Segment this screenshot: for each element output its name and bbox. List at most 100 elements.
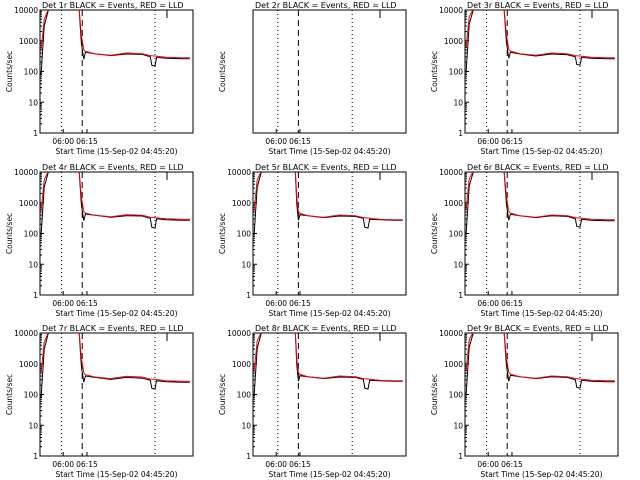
y-tick-label: 1: [458, 129, 463, 138]
y-tick-label: 100: [24, 68, 39, 77]
corner-bracket-glyph: [591, 171, 598, 180]
y-tick-label: 10000: [14, 6, 38, 15]
y-tick-label: 100: [449, 230, 464, 239]
y-tick-label: 10000: [227, 329, 251, 338]
x-tick-label: 06:15: [501, 137, 523, 146]
x-axis-label: Start Time (15-Sep-02 04:45:20): [56, 470, 178, 479]
traces: [40, 333, 190, 398]
axes-frame: [252, 171, 407, 296]
lld-trace: [465, 172, 615, 221]
lld-trace: [253, 333, 403, 382]
y-tick-label: 1000: [232, 360, 251, 369]
y-tick-label: 100: [24, 391, 39, 400]
panel-title: Det 7r BLACK = Events, RED = LLD: [42, 324, 184, 333]
y-tick-label: 1: [246, 452, 251, 461]
axes-frame: [464, 171, 619, 296]
axes-frame: [464, 332, 619, 457]
x-tick-label: 06:00: [52, 299, 74, 308]
traces: [253, 333, 403, 396]
axes-frame: [39, 171, 194, 296]
y-axis-label: Counts/sec: [218, 213, 227, 254]
y-tick-label: 1000: [444, 360, 463, 369]
y-axis-label: Counts/sec: [430, 213, 439, 254]
corner-bracket-glyph: [591, 332, 598, 341]
traces: [465, 10, 615, 72]
corner-bracket-glyph: [166, 332, 173, 341]
lld-trace: [40, 172, 190, 220]
panel-title: Det 1r BLACK = Events, RED = LLD: [42, 1, 184, 10]
y-axis-label: Counts/sec: [5, 374, 14, 415]
events-trace: [253, 172, 403, 235]
axes-frame: [252, 9, 407, 134]
x-tick-label: 06:15: [76, 460, 98, 469]
panel-title: Det 9r BLACK = Events, RED = LLD: [467, 324, 609, 333]
panel-title: Det 2r BLACK = Events, RED = LLD: [255, 1, 397, 10]
x-axis-label: Start Time (15-Sep-02 04:45:20): [481, 147, 603, 156]
traces: [465, 172, 615, 234]
x-axis-label: Start Time (15-Sep-02 04:45:20): [269, 309, 391, 318]
x-tick-label: 06:00: [265, 460, 287, 469]
y-tick-label: 10: [453, 98, 463, 107]
detector-panel-8: 1 10 100 1000 10000 06:00 06:15 Det 8r BLACK = …: [218, 324, 407, 479]
detector-panel-9: 1 10 100 1000 10000 06:00 06:15 Det 9r BLACK = …: [430, 324, 619, 479]
y-tick-label: 1: [458, 291, 463, 300]
panel-title: Det 8r BLACK = Events, RED = LLD: [255, 324, 397, 333]
x-tick-label: 06:00: [477, 137, 499, 146]
detector-panel-7: 1 10 100 1000 10000 06:00 06:15 Det 7r BLACK = …: [5, 324, 194, 479]
y-tick-label: 10000: [14, 168, 38, 177]
y-tick-label: 1: [458, 452, 463, 461]
y-tick-label: 10: [241, 260, 251, 269]
y-tick-label: 10000: [439, 329, 463, 338]
y-axis-label: Counts/sec: [430, 374, 439, 415]
lld-trace: [253, 172, 403, 221]
y-axis-label: Counts/sec: [430, 51, 439, 92]
events-trace: [465, 172, 615, 234]
y-tick-label: 100: [449, 391, 464, 400]
corner-bracket-glyph: [379, 9, 386, 18]
detector-panel-5: 1 10 100 1000 10000 06:00 06:15 Det 5r BLACK = …: [218, 163, 407, 318]
x-tick-label: 06:00: [52, 137, 74, 146]
lld-trace: [465, 333, 615, 382]
y-tick-label: 1000: [19, 360, 38, 369]
panel-title: Det 3r BLACK = Events, RED = LLD: [467, 1, 609, 10]
panel-title: Det 6r BLACK = Events, RED = LLD: [467, 163, 609, 172]
detector-panel-2: 06:00 06:15 Det 2r BLACK = Events, RED = L…: [218, 1, 407, 156]
x-tick-label: 06:15: [501, 299, 523, 308]
x-tick-label: 06:00: [265, 299, 287, 308]
x-axis-label: Start Time (15-Sep-02 04:45:20): [56, 309, 178, 318]
y-tick-label: 100: [24, 230, 39, 239]
y-tick-label: 1000: [19, 199, 38, 208]
detector-panel-4: 1 10 100 1000 10000 06:00 06:15 Det 4r BLACK = …: [5, 163, 194, 318]
axes-frame: [252, 332, 407, 457]
x-axis-label: Start Time (15-Sep-02 04:45:20): [481, 470, 603, 479]
y-tick-label: 10000: [439, 6, 463, 15]
x-tick-label: 06:00: [477, 299, 499, 308]
y-tick-label: 10: [453, 421, 463, 430]
y-tick-label: 10: [28, 260, 38, 269]
x-axis-label: Start Time (15-Sep-02 04:45:20): [269, 470, 391, 479]
corner-bracket-glyph: [166, 9, 173, 18]
events-trace: [40, 333, 190, 398]
corner-bracket-glyph: [166, 171, 173, 180]
x-tick-label: 06:00: [52, 460, 74, 469]
y-axis-label: Counts/sec: [218, 374, 227, 415]
y-tick-label: 100: [237, 391, 252, 400]
y-tick-label: 1: [33, 452, 38, 461]
corner-bracket-glyph: [591, 9, 598, 18]
events-trace: [253, 333, 403, 396]
detector-panel-1: 1 10 100 1000 10000 06:00 06:15 Det 1r BLACK = …: [5, 1, 194, 156]
events-trace: [465, 10, 615, 72]
y-tick-label: 10: [28, 421, 38, 430]
lld-trace: [40, 10, 190, 59]
events-trace: [40, 10, 190, 75]
traces: [253, 172, 403, 235]
x-tick-label: 06:00: [265, 137, 287, 146]
detector-panel-3: 1 10 100 1000 10000 06:00 06:15 Det 3r BLACK = …: [430, 1, 619, 156]
y-tick-label: 1000: [444, 199, 463, 208]
x-axis-label: Start Time (15-Sep-02 04:45:20): [56, 147, 178, 156]
lld-trace: [40, 333, 190, 382]
traces: [40, 10, 190, 75]
axes-frame: [464, 9, 619, 134]
events-trace: [465, 333, 615, 395]
